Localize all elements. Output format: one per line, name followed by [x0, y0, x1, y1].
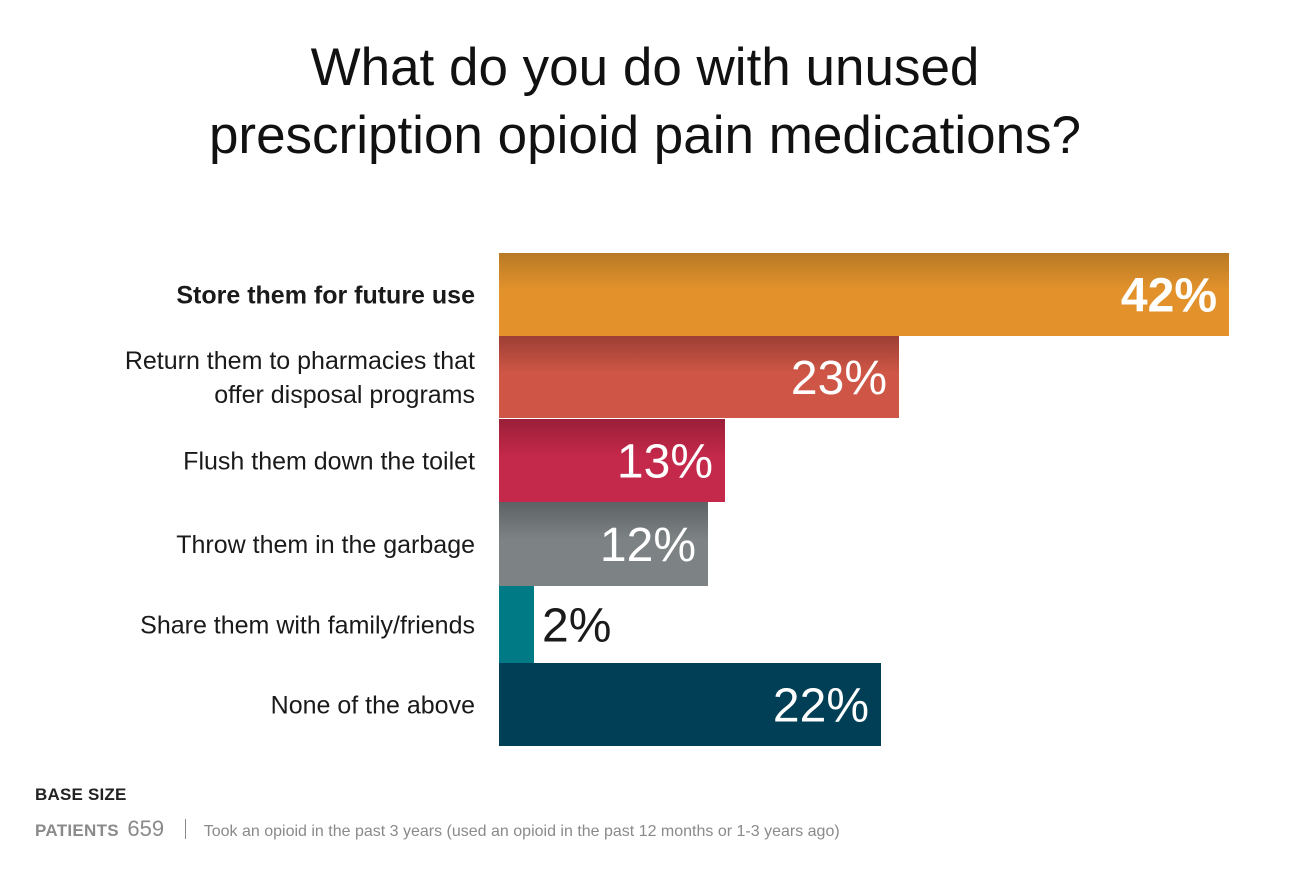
value-label-1: 23%	[791, 352, 887, 405]
bar-3	[499, 502, 708, 586]
value-label-0: 42%	[1121, 270, 1217, 323]
value-label-4: 2%	[542, 600, 611, 653]
value-label-3: 12%	[600, 519, 696, 572]
category-label-4: Share them with family/friends	[140, 612, 475, 640]
base-size-label: BASE SIZE	[35, 785, 127, 804]
bars-layer	[499, 253, 1229, 746]
group-count: 659	[127, 816, 165, 841]
chart-title-line-1: What do you do with unused	[310, 38, 980, 97]
category-label-2: Flush them down the toilet	[183, 448, 475, 476]
value-label-2: 13%	[617, 436, 713, 489]
bar-1	[499, 336, 899, 418]
category-label-3: Throw them in the garbage	[176, 531, 475, 559]
chart-title: What do you do with unused prescription …	[0, 34, 1290, 170]
bar-4	[499, 586, 534, 663]
category-label-5: None of the above	[271, 692, 475, 720]
category-label-1-line-1: offer disposal programs	[214, 381, 475, 409]
category-label-0: Store them for future use	[176, 282, 475, 310]
value-label-5: 22%	[773, 680, 869, 733]
group-description: Took an opioid in the past 3 years (used…	[203, 823, 840, 840]
category-label-1-line-0: Return them to pharmacies that	[125, 347, 475, 375]
category-labels-layer: Store them for future use Return them to …	[125, 282, 475, 720]
value-labels-layer: 42% 23% 13% 12% 2% 22%	[542, 270, 1217, 733]
bar-chart: Store them for future use Return them to …	[125, 253, 1229, 746]
separator	[184, 819, 186, 839]
bar-0	[499, 253, 1229, 336]
base-size-line: PATIENTS 659 Took an opioid in the past …	[35, 816, 840, 842]
group-label: PATIENTS	[35, 821, 119, 840]
bar-2	[499, 419, 725, 502]
bar-5	[499, 663, 881, 746]
chart-title-line-2: prescription opioid pain medications?	[208, 106, 1082, 165]
